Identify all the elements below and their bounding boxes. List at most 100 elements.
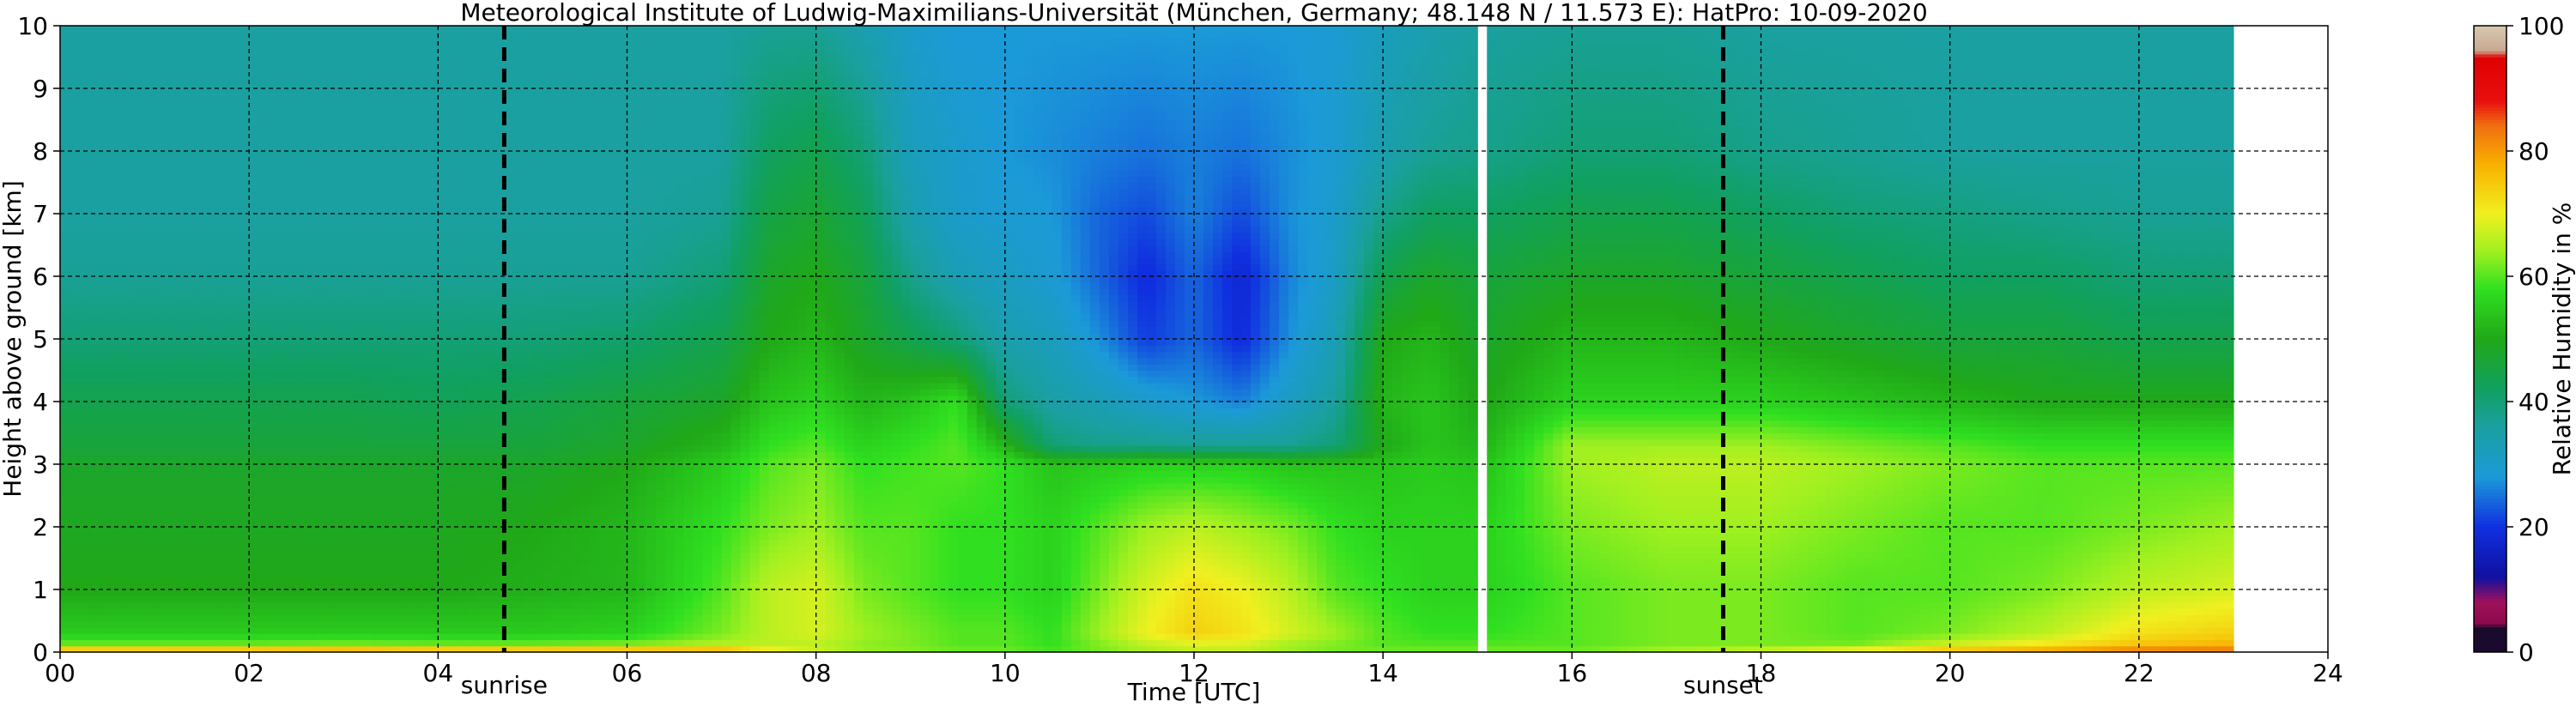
- colorbar-step: [2474, 489, 2506, 493]
- y-tick-label: 4: [33, 388, 48, 416]
- colorbar-tick-label: 40: [2518, 388, 2549, 416]
- colorbar-step: [2474, 76, 2506, 80]
- colorbar-step: [2474, 429, 2506, 433]
- x-tick-label: 02: [233, 659, 264, 687]
- colorbar-step: [2474, 222, 2506, 227]
- colorbar-step: [2474, 379, 2506, 384]
- colorbar-step: [2474, 354, 2506, 359]
- colorbar-step: [2474, 520, 2506, 524]
- colorbar-step: [2474, 226, 2506, 230]
- colorbar-step: [2474, 176, 2506, 180]
- colorbar-step: [2474, 157, 2506, 161]
- colorbar-step: [2474, 69, 2506, 74]
- colorbar-step: [2474, 561, 2506, 565]
- colorbar-step: [2474, 313, 2506, 317]
- colorbar-step: [2474, 191, 2506, 196]
- colorbar-step: [2474, 172, 2506, 177]
- grid-lines: [60, 26, 2328, 652]
- colorbar-step: [2474, 91, 2506, 95]
- x-tick-label: 08: [801, 659, 832, 687]
- y-tick-label: 6: [33, 263, 48, 291]
- colorbar-step: [2474, 104, 2506, 108]
- colorbar-step: [2474, 455, 2506, 459]
- colorbar-step: [2474, 395, 2506, 399]
- colorbar-step: [2474, 41, 2506, 45]
- colorbar-step: [2474, 624, 2506, 628]
- sun-markers: sunrise sunset: [461, 26, 1763, 699]
- colorbar-step: [2474, 501, 2506, 505]
- colorbar-step: [2474, 535, 2506, 541]
- colorbar-step: [2474, 514, 2506, 518]
- x-tick-label: 16: [1557, 659, 1588, 687]
- colorbar-step: [2474, 633, 2506, 638]
- colorbar-step: [2474, 639, 2506, 644]
- colorbar-step: [2474, 614, 2506, 619]
- colorbar-step: [2474, 85, 2506, 89]
- colorbar-step: [2474, 598, 2506, 603]
- colorbar-step: [2474, 410, 2506, 415]
- colorbar-step: [2474, 611, 2506, 615]
- colorbar-step: [2474, 392, 2506, 396]
- colorbar-step: [2474, 470, 2506, 474]
- colorbar-step: [2474, 467, 2506, 471]
- colorbar-label: Relative Humidity in %: [2548, 202, 2576, 476]
- colorbar-step: [2474, 169, 2506, 174]
- colorbar-step: [2474, 607, 2506, 613]
- x-tick-label: 10: [990, 659, 1021, 687]
- colorbar-step: [2474, 276, 2506, 281]
- colorbar-step: [2474, 214, 2506, 218]
- colorbar-tick-label: 60: [2518, 263, 2549, 291]
- colorbar-step: [2474, 229, 2506, 233]
- colorbar-step: [2474, 132, 2506, 136]
- colorbar-step: [2474, 326, 2506, 330]
- colorbar-step: [2474, 106, 2506, 112]
- colorbar-step: [2474, 282, 2506, 287]
- colorbar-step: [2474, 329, 2506, 334]
- colorbar-step: [2474, 420, 2506, 425]
- colorbar-step: [2474, 492, 2506, 496]
- x-tick-label: 20: [1935, 659, 1966, 687]
- colorbar-step: [2474, 364, 2506, 368]
- colorbar-step: [2474, 586, 2506, 590]
- colorbar-step: [2474, 417, 2506, 421]
- colorbar-step: [2474, 220, 2506, 224]
- colorbar-step: [2474, 438, 2506, 443]
- y-tick-label: 2: [33, 513, 48, 541]
- colorbar-step: [2474, 207, 2506, 211]
- colorbar-step: [2474, 154, 2506, 158]
- colorbar-step: [2474, 432, 2506, 437]
- colorbar-step: [2474, 125, 2506, 130]
- y-tick-label: 0: [33, 638, 48, 667]
- colorbar-step: [2474, 589, 2506, 594]
- x-tick-label: 22: [2124, 659, 2155, 687]
- colorbar-step: [2474, 414, 2506, 418]
- colorbar-step: [2474, 442, 2506, 446]
- colorbar-step: [2474, 464, 2506, 468]
- colorbar-step: [2474, 360, 2506, 365]
- colorbar-step: [2474, 201, 2506, 205]
- colorbar-step: [2474, 251, 2506, 255]
- colorbar-step: [2474, 580, 2506, 584]
- colorbar-step: [2474, 88, 2506, 93]
- colorbar-step: [2474, 636, 2506, 640]
- colorbar-step: [2474, 235, 2506, 239]
- colorbar-step: [2474, 423, 2506, 427]
- colorbar-tick-label: 0: [2518, 638, 2534, 667]
- colorbar-step: [2474, 592, 2506, 596]
- colorbar-step: [2474, 185, 2506, 190]
- colorbar-step: [2474, 426, 2506, 431]
- y-tick-label: 10: [17, 12, 48, 40]
- colorbar-step: [2474, 269, 2506, 274]
- y-axis-label: Height above ground [km]: [0, 180, 27, 498]
- colorbar-step: [2474, 210, 2506, 215]
- colorbar-step: [2474, 26, 2506, 30]
- colorbar-step: [2474, 558, 2506, 562]
- colorbar-step: [2474, 232, 2506, 237]
- colorbar-step: [2474, 94, 2506, 99]
- colorbar-step: [2474, 552, 2506, 556]
- colorbar-step: [2474, 57, 2506, 61]
- colorbar-step: [2474, 144, 2506, 148]
- colorbar-step: [2474, 292, 2506, 296]
- colorbar-step: [2474, 47, 2506, 51]
